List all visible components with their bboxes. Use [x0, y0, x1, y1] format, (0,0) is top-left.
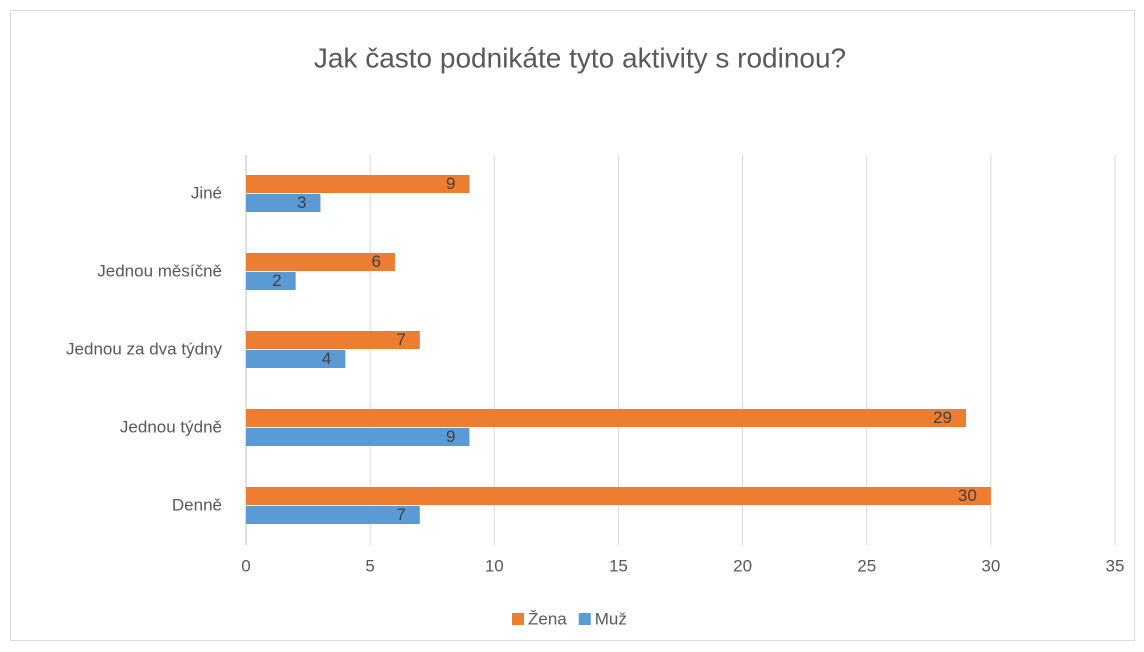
data-label: 9	[446, 427, 455, 446]
x-tick-label: 30	[981, 556, 1000, 575]
x-tick-label: 15	[609, 556, 628, 575]
legend-label: Muž	[595, 609, 627, 628]
data-label: 29	[933, 408, 952, 427]
bar	[246, 506, 420, 524]
data-label: 6	[372, 252, 381, 271]
bar	[246, 194, 321, 212]
bar	[246, 272, 296, 290]
x-tick-label: 10	[485, 556, 504, 575]
chart-border	[10, 10, 1135, 641]
legend-swatch	[512, 613, 524, 625]
y-tick-label: Jednou týdně	[120, 417, 222, 436]
y-tick-label: Jednou za dva týdny	[66, 339, 222, 358]
data-label: 4	[322, 349, 331, 368]
bar	[246, 350, 346, 368]
bar	[246, 253, 395, 271]
x-tick-label: 35	[1106, 556, 1125, 575]
bar	[246, 428, 470, 446]
y-tick-label: Jednou měsíčně	[97, 261, 222, 280]
x-tick-label: 0	[241, 556, 250, 575]
y-tick-label: Denně	[172, 495, 222, 514]
data-label: 9	[446, 174, 455, 193]
x-tick-label: 25	[857, 556, 876, 575]
bar	[246, 331, 420, 349]
data-label: 3	[297, 193, 306, 212]
y-tick-label: Jiné	[191, 183, 222, 202]
x-tick-label: 5	[365, 556, 374, 575]
data-label: 7	[396, 505, 405, 524]
bar	[246, 487, 991, 505]
data-label: 30	[958, 486, 977, 505]
bar	[246, 175, 470, 193]
data-label: 7	[396, 330, 405, 349]
data-label: 2	[272, 271, 281, 290]
legend-label: Žena	[528, 609, 567, 628]
x-tick-label: 20	[733, 556, 752, 575]
legend-swatch	[578, 613, 591, 625]
bar	[246, 409, 967, 427]
chart-title: Jak často podnikáte tyto aktivity s rodi…	[314, 42, 846, 73]
